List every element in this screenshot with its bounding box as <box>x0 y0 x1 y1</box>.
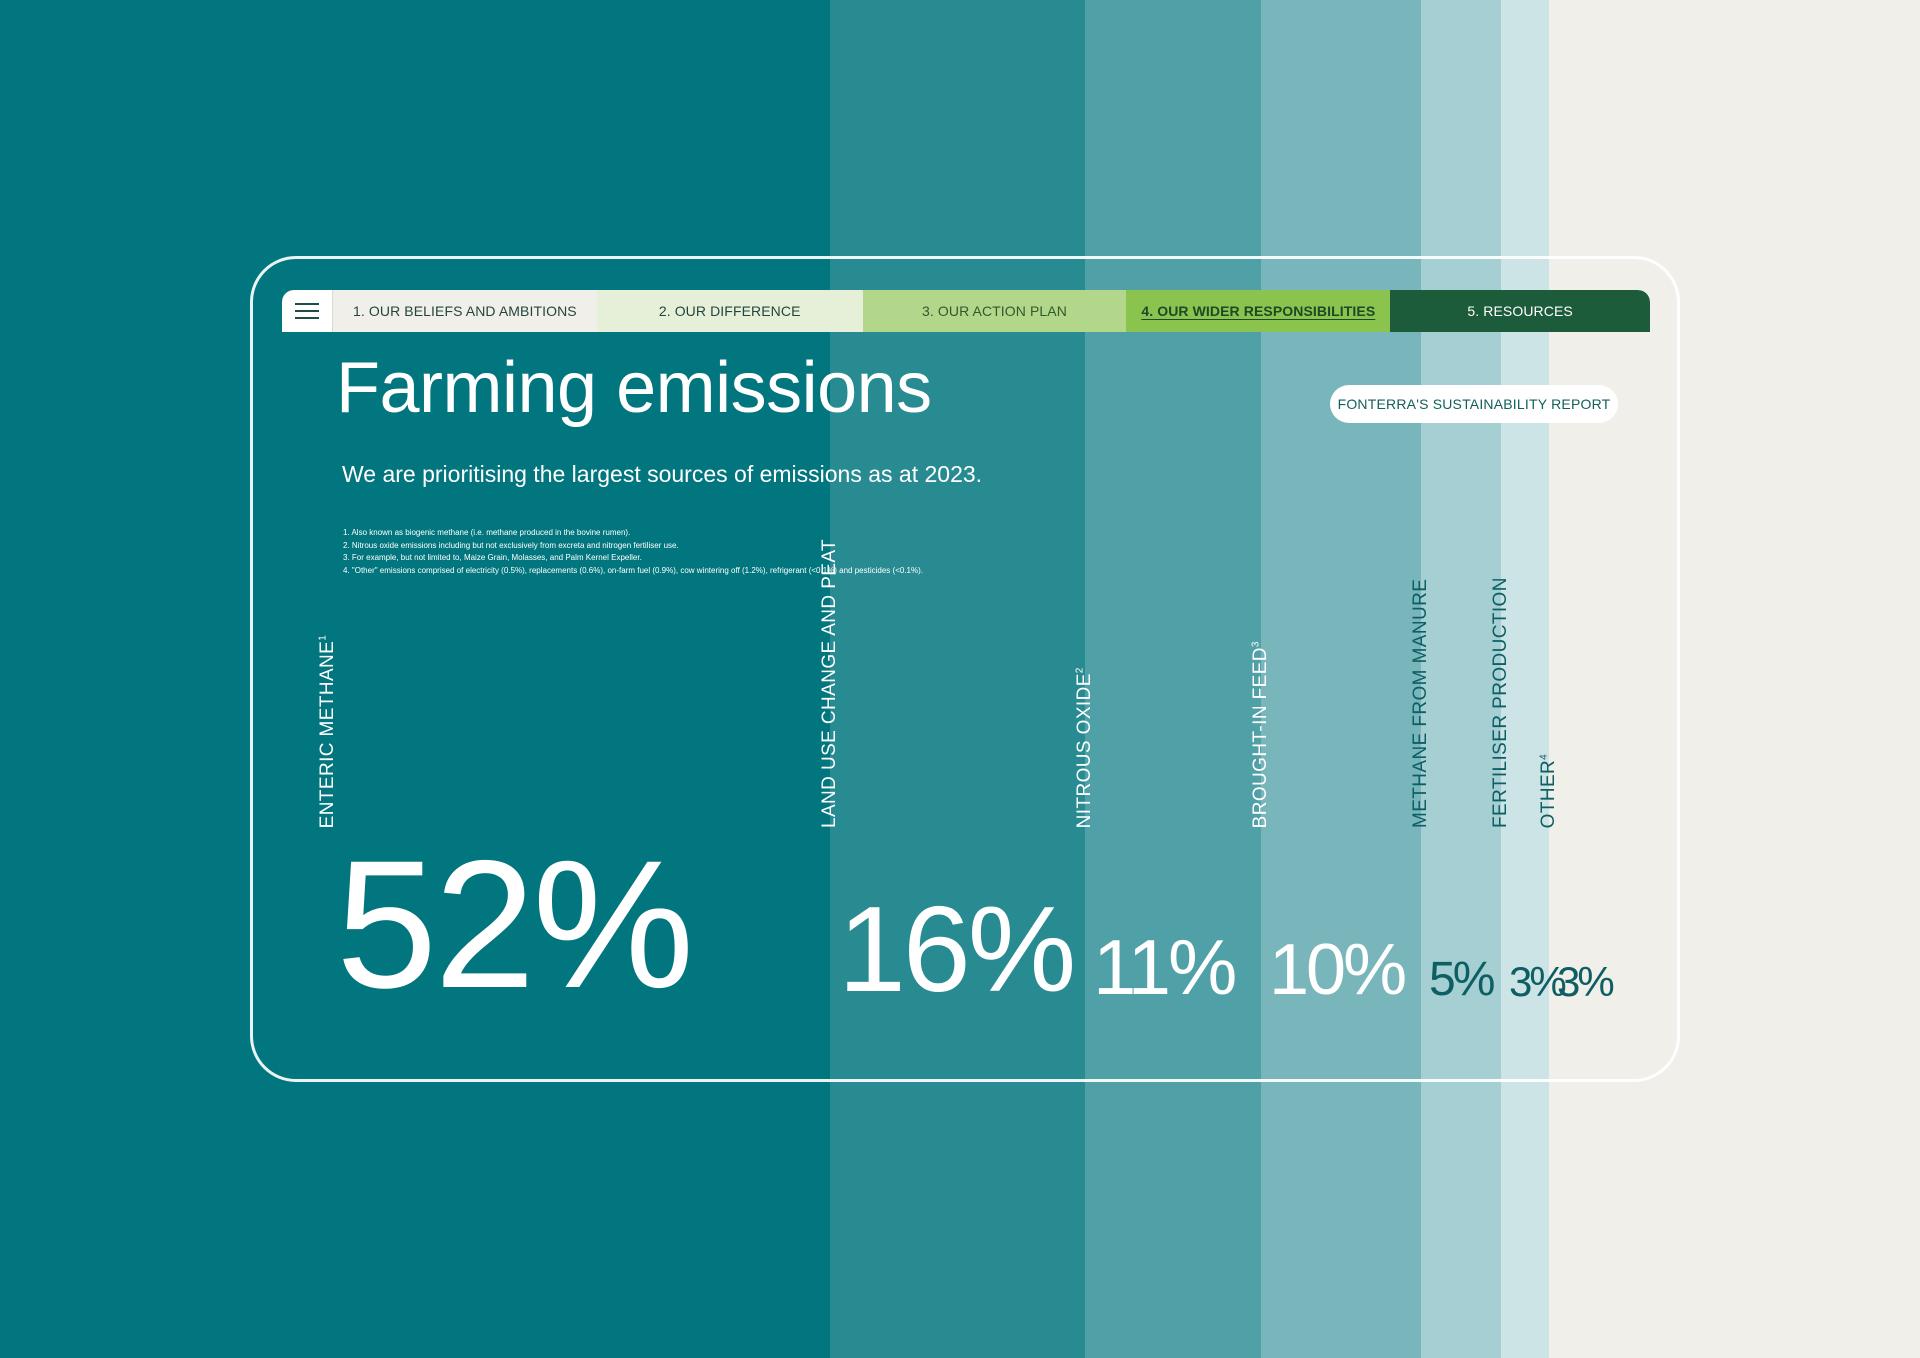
hamburger-menu-icon <box>294 303 319 319</box>
sustainability-report-badge[interactable]: FONTERRA'S SUSTAINABILITY REPORT <box>1330 385 1618 423</box>
page-title: Farming emissions <box>336 348 932 428</box>
section-nav-bar: 1. OUR BELIEFS AND AMBITIONS 2. OUR DIFF… <box>282 290 1650 332</box>
stripe-bar-fertiliser-production <box>1501 0 1549 1358</box>
value-label: 3% <box>1509 958 1567 1006</box>
value-label: 5% <box>1429 952 1495 1006</box>
content-frame <box>250 256 1680 1082</box>
value-label: 3% <box>1557 958 1615 1006</box>
value-label: 10% <box>1269 929 1407 1010</box>
footnote-1: 1. Also known as biogenic methane (i.e. … <box>343 528 631 537</box>
footnote-2: 2. Nitrous oxide emissions including but… <box>343 540 679 550</box>
stripe-bar-land-use-change-and-peat <box>830 0 1085 1358</box>
value-label: 16% <box>838 880 1076 1017</box>
footnote-4: 4. "Other" emissions comprised of electr… <box>343 565 923 575</box>
tab-wider-responsibilities[interactable]: 4. OUR WIDER RESPONSIBILITIES <box>1126 290 1391 332</box>
stripe-bar-nitrous-oxide <box>1085 0 1261 1358</box>
tab-resources[interactable]: 5. RESOURCES <box>1390 290 1650 332</box>
stripe-bar-enteric-methane <box>0 0 830 1358</box>
tab-our-difference[interactable]: 2. OUR DIFFERENCE <box>596 290 863 332</box>
tab-action-plan[interactable]: 3. OUR ACTION PLAN <box>862 290 1127 332</box>
value-label: 52% <box>336 821 694 1026</box>
footnotes: 1. Also known as biogenic methane (i.e. … <box>343 527 923 577</box>
background-panel <box>1596 0 1920 1358</box>
value-label: 11% <box>1093 923 1237 1012</box>
stripe-bar-methane-from-manure <box>1421 0 1501 1358</box>
footnote-3: 3. For example, but not limited to, Maiz… <box>343 553 642 562</box>
stripe-bar-other <box>1549 0 1596 1358</box>
menu-button[interactable] <box>282 290 333 332</box>
page-subtitle: We are prioritising the largest sources … <box>342 461 983 487</box>
tab-beliefs-and-ambitions[interactable]: 1. OUR BELIEFS AND AMBITIONS <box>332 290 597 332</box>
stripe-bar-brought-in-feed <box>1261 0 1421 1358</box>
